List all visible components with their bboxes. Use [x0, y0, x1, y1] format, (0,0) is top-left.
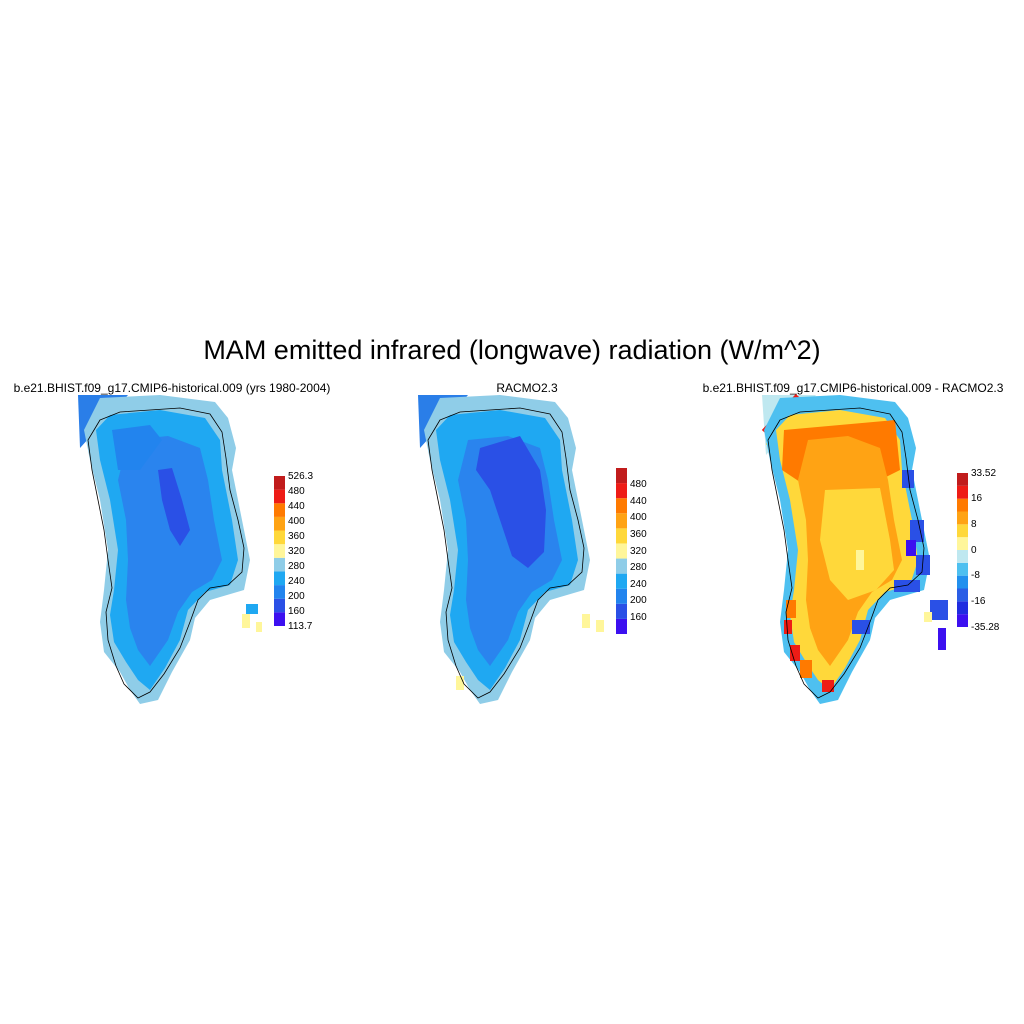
colorbar-1-swatch: [274, 612, 285, 626]
colorbar-2-tick-label: 320: [630, 545, 647, 557]
colorbar-1-tick-label: 360: [288, 530, 305, 542]
colorbar-1-swatch: [274, 516, 285, 531]
panel-2-map: [418, 395, 604, 704]
colorbar-1-tick-label: 160: [288, 605, 305, 617]
colorbar-3-tick-label: -16: [971, 595, 986, 607]
colorbar-3-tick-label: -8: [971, 570, 980, 582]
colorbar-2-swatch: [616, 513, 627, 529]
colorbar-3-swatch: [957, 614, 968, 627]
colorbar-2-swatch: [616, 588, 627, 604]
colorbar-3-tick-label: 16: [971, 493, 983, 505]
colorbar-3-swatch: [957, 601, 968, 615]
panel-3-map: [761, 393, 948, 704]
colorbar-1-tick-label: 400: [288, 515, 305, 527]
colorbar-3-tick-label: 0: [971, 544, 977, 556]
colorbar-3-tick-label: -35.28: [971, 621, 1000, 633]
colorbar-1-tick-label: 320: [288, 545, 305, 557]
colorbar-1-swatch: [274, 557, 285, 572]
colorbar-2-swatch: [616, 543, 627, 559]
panel-3-title: b.e21.BHIST.f09_g17.CMIP6-historical.009…: [702, 381, 1004, 395]
colorbar-1-tick-label: 240: [288, 575, 305, 587]
colorbar-1-swatch: [274, 503, 285, 517]
colorbar-1-tick-label: 480: [288, 485, 305, 497]
panel-1-map: [78, 395, 262, 704]
colorbar-3-swatch: [957, 550, 968, 563]
colorbar-2-swatch: [616, 483, 627, 499]
colorbar-3-swatch: [957, 511, 968, 525]
colorbar-1-tick-label: 440: [288, 500, 305, 512]
colorbar-2-tick-label: 200: [630, 595, 647, 607]
colorbar-3-swatch: [957, 588, 968, 602]
colorbar-3-swatch: [957, 524, 968, 538]
panel-2-title: RACMO2.3: [496, 381, 558, 395]
colorbar-3-tick-label: 33.52: [971, 467, 997, 479]
colorbar-1-tick-label: 113.7: [288, 620, 313, 632]
colorbar-3-swatch: [957, 537, 968, 550]
colorbar-2-swatch: [616, 603, 627, 619]
colorbar-1-swatch: [274, 544, 285, 558]
colorbar-2-swatch: [616, 468, 627, 484]
colorbar-2-swatch: [616, 573, 627, 589]
colorbar-2-swatch: [616, 498, 627, 514]
colorbar-3-swatch: [957, 562, 968, 576]
colorbar-2-tick-label: 240: [630, 578, 647, 590]
colorbar-1-swatch: [274, 476, 285, 490]
colorbar-2-swatch: [616, 618, 627, 634]
colorbar-1-swatch: [274, 530, 285, 545]
colorbar-2-tick-label: 400: [630, 512, 647, 524]
colorbar-2-tick-label: 440: [630, 495, 647, 507]
colorbar-1-swatch: [274, 598, 285, 613]
colorbar-1-tick-label: 200: [288, 590, 305, 602]
colorbar-1-tick-label: 526.3: [288, 470, 314, 482]
colorbar-2-swatch: [616, 558, 627, 574]
colorbar-1-swatch: [274, 489, 285, 504]
colorbar-1-swatch: [274, 571, 285, 586]
colorbar-2-tick-label: 280: [630, 562, 647, 574]
panel-1-title: b.e21.BHIST.f09_g17.CMIP6-historical.009…: [13, 381, 331, 395]
colorbars: [274, 468, 968, 634]
colorbar-3-swatch: [957, 473, 968, 486]
colorbar-2-tick-label: 360: [630, 528, 647, 540]
colorbar-1-swatch: [274, 585, 285, 599]
colorbar-3-swatch: [957, 498, 968, 512]
colorbar-2-tick-label: 480: [630, 479, 647, 491]
colorbar-2-tick-label: 160: [630, 611, 647, 623]
colorbar-3-swatch: [957, 575, 968, 589]
figure-title: MAM emitted infrared (longwave) radiatio…: [203, 335, 821, 365]
colorbar-1-tick-label: 280: [288, 560, 305, 572]
colorbar-2-swatch: [616, 528, 627, 544]
colorbar-3-tick-label: 8: [971, 518, 977, 530]
colorbar-3-swatch: [957, 485, 968, 499]
